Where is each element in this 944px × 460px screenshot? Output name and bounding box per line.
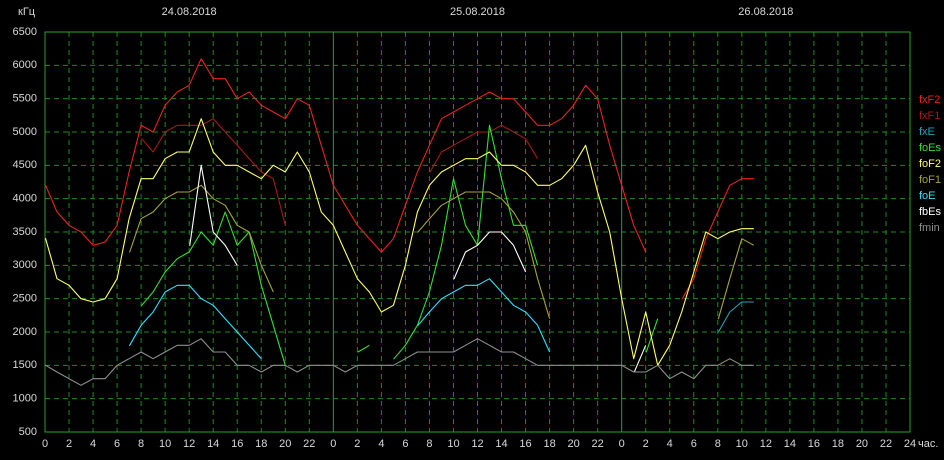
x-tick-label: 8 [715,438,721,450]
x-tick-label: 0 [330,438,336,450]
y-tick-label: 1500 [13,359,37,371]
x-tick-label: 16 [519,438,531,450]
x-tick-label: 8 [426,438,432,450]
plot-frame [44,31,911,433]
x-tick-label: 18 [543,438,555,450]
x-tick-label: 0 [42,438,48,450]
date-label: 25.08.2018 [450,6,505,18]
x-tick-label: 6 [114,438,120,450]
x-unit: час. [918,438,938,450]
y-tick-label: 1000 [13,393,37,405]
x-tick-label: 12 [183,438,195,450]
x-tick-label: 22 [880,438,892,450]
series-line [141,118,539,226]
x-tick-label: 18 [832,438,844,450]
x-tick-label: 12 [760,438,772,450]
x-tick-label: 2 [354,438,360,450]
x-tick-label: 6 [691,438,697,450]
x-tick-label: 22 [303,438,315,450]
x-tick-label: 22 [592,438,604,450]
y-tick-label: 5500 [13,93,37,105]
y-tick-label: 500 [19,426,37,438]
series-line [45,118,754,366]
x-tick-label: 8 [138,438,144,450]
y-tick-label: 6000 [13,59,37,71]
x-tick-label: 20 [567,438,579,450]
series-line [129,278,695,360]
x-tick-label: 10 [736,438,748,450]
x-tick-label: 16 [231,438,243,450]
legend-entry: fxF1 [919,110,940,122]
unit-label: кГц [18,6,36,18]
x-tick-label: 4 [90,438,96,450]
x-tick-label: 10 [159,438,171,450]
y-tick-label: 3000 [13,259,37,271]
x-tick-label: 20 [279,438,291,450]
x-tick-label: 18 [255,438,267,450]
series-line [45,338,754,386]
x-tick-label: 0 [619,438,625,450]
x-tick-label: 2 [66,438,72,450]
y-tick-label: 2000 [13,326,37,338]
x-tick-label: 2 [643,438,649,450]
y-tick-label: 3500 [13,226,37,238]
series-line [45,58,754,300]
legend-entry: fxE [919,126,935,138]
date-label: 26.08.2018 [738,6,793,18]
x-tick-label: 16 [808,438,820,450]
legend-entry: foEs [919,142,942,154]
x-tick-label: 14 [207,438,219,450]
legend-entry: foE [919,190,936,202]
legend-entry: foF1 [919,174,941,186]
x-tick-label: 4 [378,438,384,450]
x-tick-label: 4 [667,438,673,450]
legend-entry: foF2 [919,158,941,170]
y-tick-label: 4000 [13,193,37,205]
x-tick-label: 10 [447,438,459,450]
y-tick-label: 6500 [13,26,37,38]
y-tick-label: 5000 [13,126,37,138]
series-line [717,301,754,333]
legend-entry: fxF2 [919,94,940,106]
series-line [141,124,659,366]
y-tick-label: 2500 [13,293,37,305]
legend-entry: fbEs [919,206,942,218]
x-tick-label: 20 [856,438,868,450]
y-tick-label: 4500 [13,159,37,171]
date-label: 24.08.2018 [162,6,217,18]
x-tick-label: 12 [471,438,483,450]
series-line [129,184,755,320]
x-tick-label: 14 [495,438,507,450]
series-line [189,164,671,373]
legend-entry: fmin [919,222,940,234]
x-tick-label: 14 [784,438,796,450]
x-tick-label: 6 [402,438,408,450]
x-tick-label: 24 [904,438,916,450]
